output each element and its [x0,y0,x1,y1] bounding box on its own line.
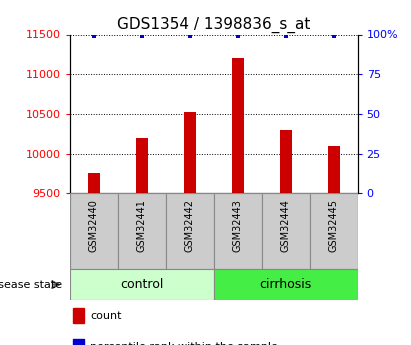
Text: GSM32445: GSM32445 [329,199,339,252]
Bar [328,146,339,193]
Text: count: count [90,311,122,321]
Text: GSM32442: GSM32442 [185,199,195,252]
Bar [214,269,358,300]
Text: control: control [120,278,164,291]
Bar [184,112,196,193]
Point [234,33,241,39]
Text: GSM32440: GSM32440 [89,199,99,252]
Point [282,33,289,39]
Text: GSM32441: GSM32441 [137,199,147,252]
Text: disease state: disease state [0,280,62,289]
Point [139,33,145,39]
Title: GDS1354 / 1398836_s_at: GDS1354 / 1398836_s_at [117,17,310,33]
Bar [73,308,84,323]
Bar [279,130,292,193]
Bar [73,339,84,345]
Bar [214,193,262,269]
Point [330,33,337,39]
Bar [232,58,244,193]
Text: cirrhosis: cirrhosis [259,278,312,291]
Point [187,33,193,39]
Text: GSM32443: GSM32443 [233,199,242,252]
Point [90,33,97,39]
Bar [70,193,118,269]
Text: GSM32444: GSM32444 [281,199,291,252]
Bar [309,193,358,269]
Bar [88,173,100,193]
Bar [136,138,148,193]
Bar [118,193,166,269]
Bar [166,193,214,269]
Bar [262,193,309,269]
Text: percentile rank within the sample: percentile rank within the sample [90,342,278,345]
Bar [70,269,214,300]
